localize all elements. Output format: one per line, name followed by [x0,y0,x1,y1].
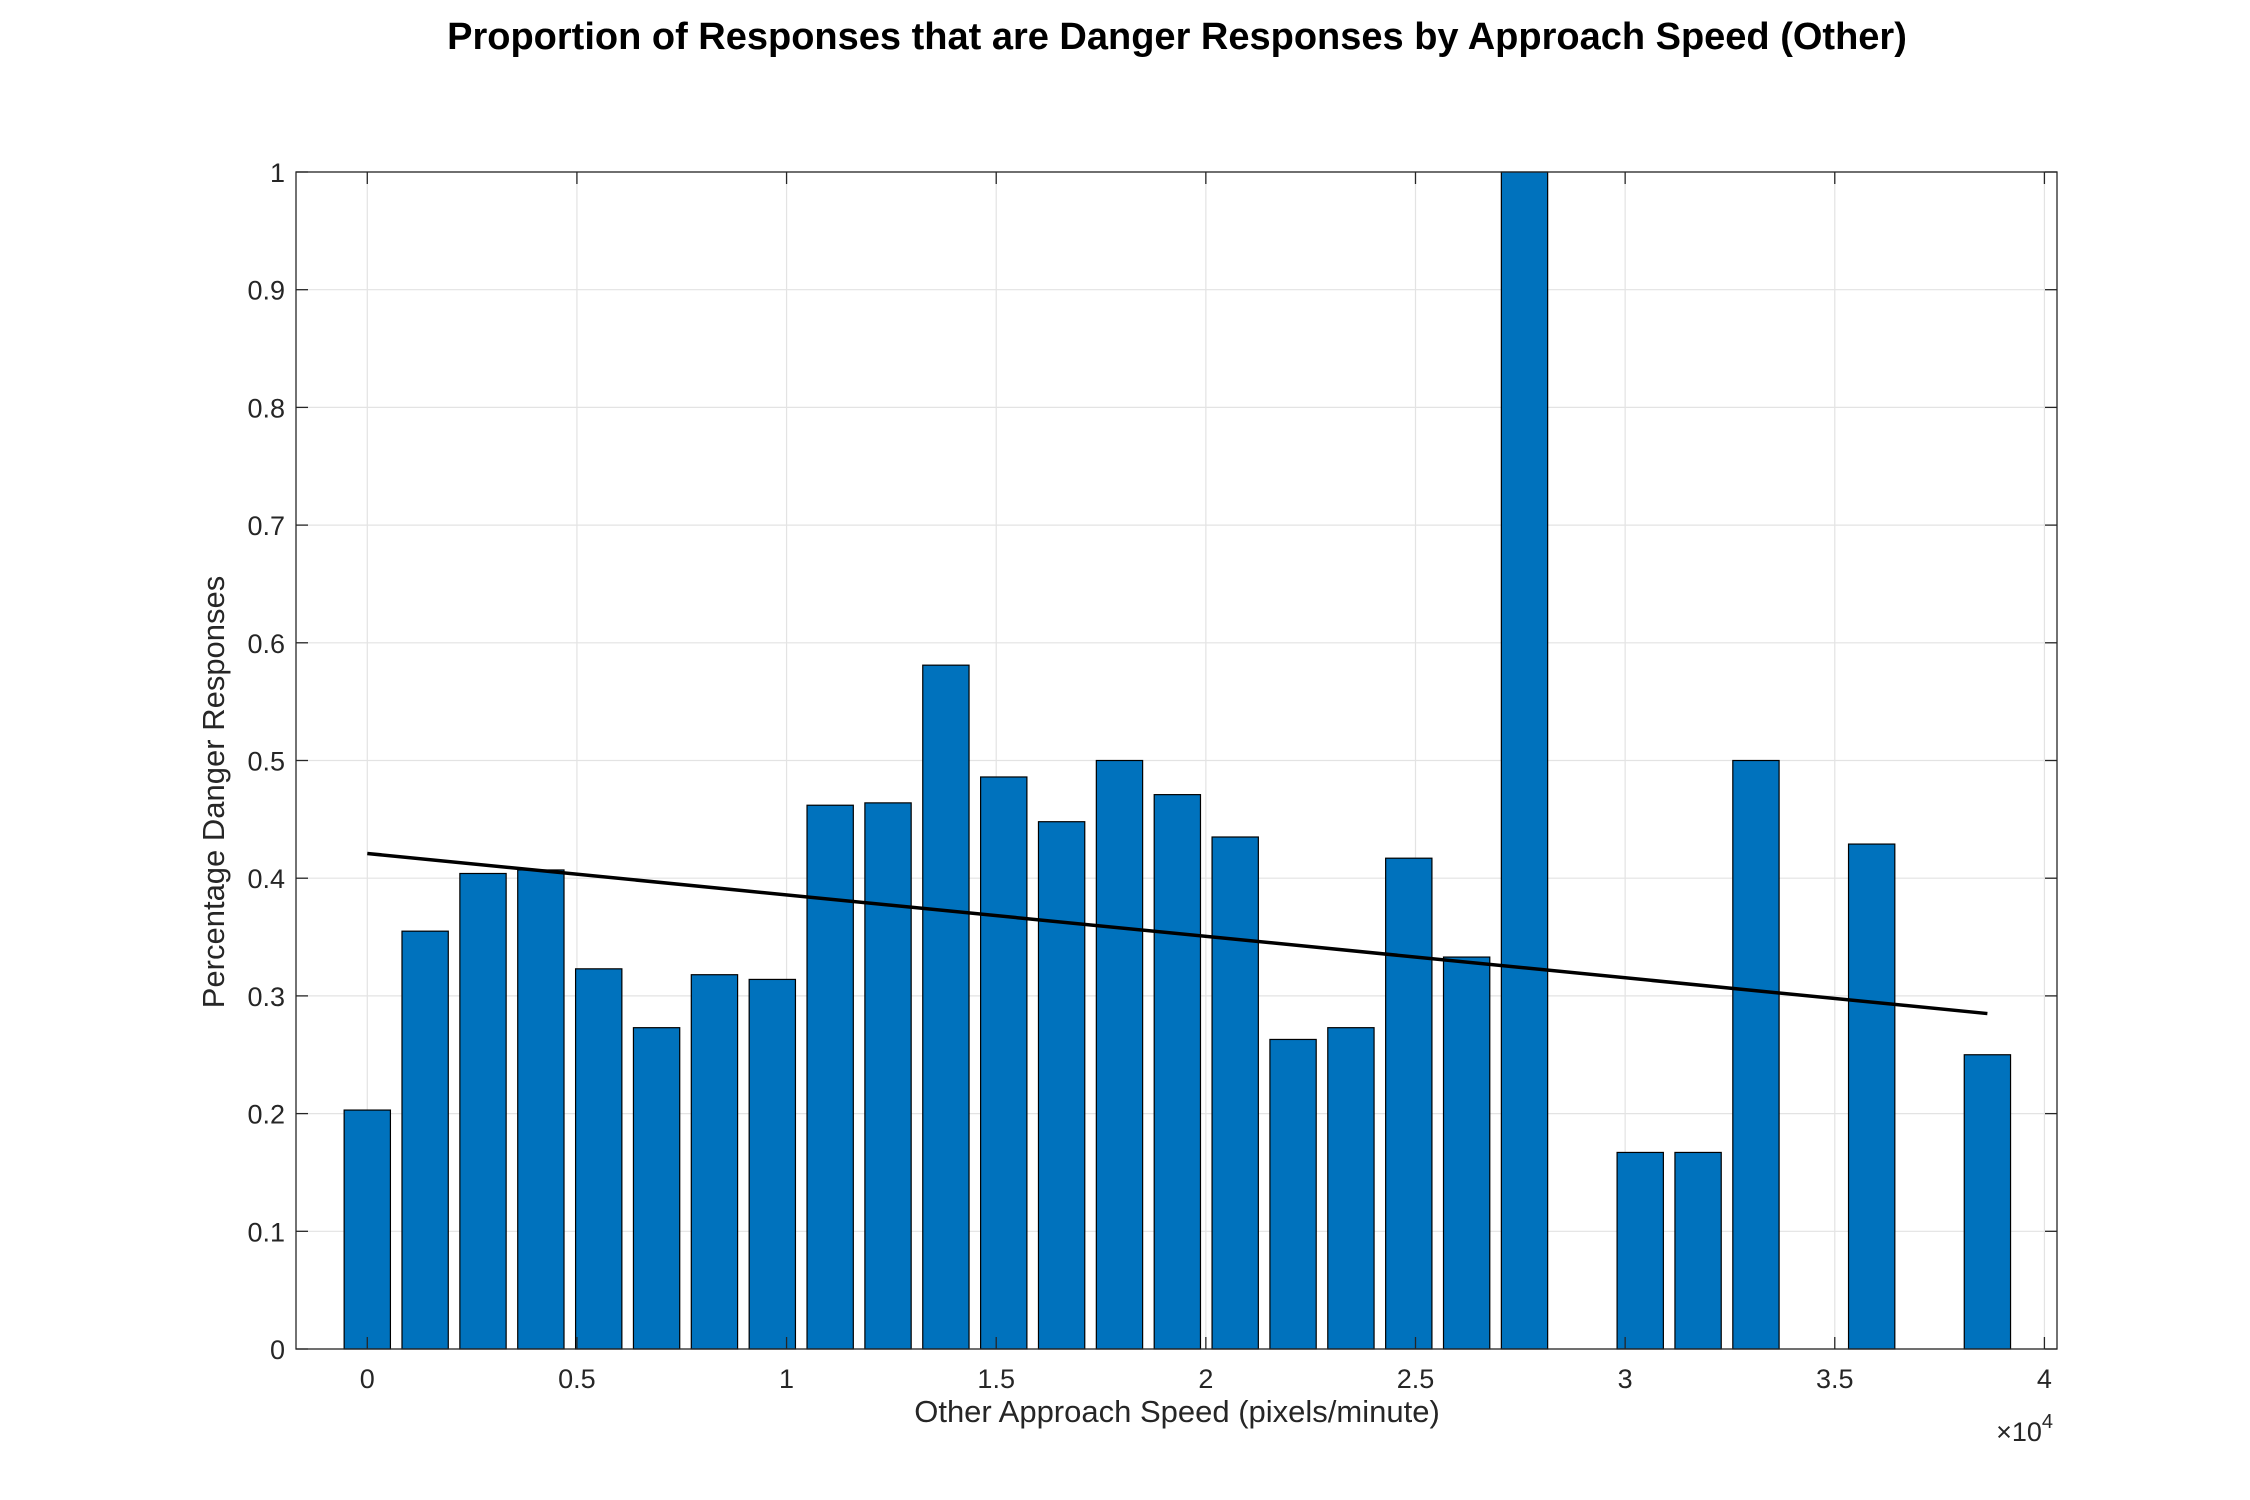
y-tick-label: 0.2 [247,1100,285,1130]
y-tick-label: 0.7 [247,511,285,541]
bar [343,1109,392,1350]
bars [343,171,2012,1350]
y-tick-label: 1 [270,158,285,188]
x-tick-label: 4 [2037,1364,2052,1394]
bar [864,802,912,1350]
bar [1442,956,1491,1350]
y-tick-label: 0.6 [247,629,285,659]
bar [1037,821,1086,1350]
bar [748,978,797,1350]
bar [1385,857,1433,1350]
x-tick-label: 3 [1618,1364,1633,1394]
x-tick-label: 0.5 [558,1364,596,1394]
bar [517,869,565,1350]
bar [459,872,507,1350]
bar [1674,1151,1722,1350]
bar [632,1027,681,1350]
y-tick-label: 0.3 [247,982,285,1012]
x-tick-label: 1.5 [977,1364,1015,1394]
x-tick-label: 1 [779,1364,794,1394]
bar [1732,759,1780,1350]
axes [295,171,2058,1350]
x-tick-label: 2 [1198,1364,1213,1394]
bar [1616,1151,1664,1350]
y-tick-label: 0.8 [247,393,285,423]
y-tick-label: 0.1 [247,1217,285,1247]
bar [922,664,970,1350]
y-tick-label: 0 [270,1335,285,1365]
x-exponent-base: ×10 [1996,1417,2042,1447]
tick-labels: 0 0.5 1 1.5 2 2.5 3 3.5 4 0 0.1 0.2 0.3 0.4 0.5 0.6 0.7 0… [247,158,2051,1394]
bar [1963,1054,2012,1350]
x-tick-label: 0 [360,1364,375,1394]
bar [1211,836,1259,1350]
chart-title: Proportion of Responses that are Danger … [447,16,1907,58]
trend-line-group [367,851,1988,1016]
y-tick-label: 0.4 [247,864,285,894]
bar [1500,171,1549,1350]
y-axis-label: Percentage Danger Responses [196,576,231,1009]
bar [690,974,739,1350]
bar [980,776,1028,1350]
y-tick-label: 0.9 [247,276,285,306]
bar [1153,794,1202,1350]
bar [1847,843,1896,1350]
bar [574,968,623,1350]
bar [401,930,449,1350]
bar [1269,1038,1317,1350]
x-tick-label: 3.5 [1816,1364,1854,1394]
bar [806,804,854,1350]
trend-line [367,851,1988,1016]
x-exponent-power: 4 [2042,1411,2053,1433]
bar [1095,759,1144,1350]
y-tick-label: 0.5 [247,747,285,777]
x-exponent-label: ×104 [1996,1411,2053,1447]
x-axis-label: Other Approach Speed (pixels/minute) [914,1394,1440,1429]
bar [1327,1027,1375,1350]
x-tick-label: 2.5 [1397,1364,1435,1394]
